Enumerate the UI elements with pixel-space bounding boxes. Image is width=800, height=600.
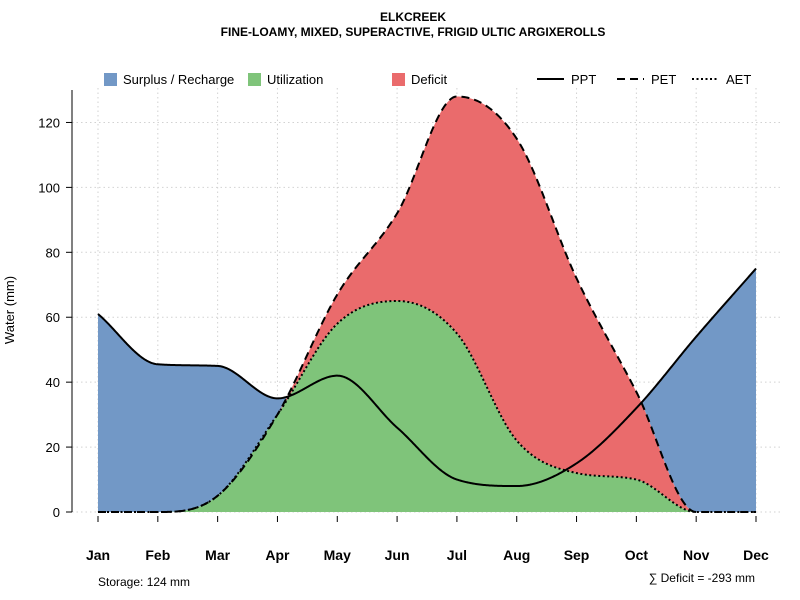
- areas: [98, 96, 756, 513]
- surplus-area: [642, 268, 756, 512]
- legend-label: Surplus / Recharge: [123, 72, 234, 87]
- y-tick-label: 60: [46, 310, 60, 325]
- legend-swatch: [248, 73, 261, 86]
- x-tick-label: Dec: [743, 547, 769, 563]
- x-tick-label: Jul: [447, 547, 467, 563]
- x-tick-label: Aug: [503, 547, 530, 563]
- x-tick-label: May: [324, 547, 351, 563]
- storage-note: Storage: 124 mm: [98, 575, 190, 589]
- y-tick-label: 40: [46, 375, 60, 390]
- y-tick-label: 100: [38, 180, 60, 195]
- utilization-area: [98, 301, 756, 512]
- deficit-area: [98, 96, 756, 513]
- legend-label: AET: [726, 72, 751, 87]
- x-tick-label: Sep: [564, 547, 590, 563]
- chart-title: ELKCREEK: [380, 10, 446, 24]
- series-lines: [97, 95, 757, 513]
- x-tick-label: Feb: [145, 547, 170, 563]
- x-tick-label: Jun: [385, 547, 410, 563]
- surplus-area: [98, 313, 287, 512]
- axes: 0 20 40 60 80 100 120 Jan Feb Mar Apr May Jun Jul Aug S…: [38, 90, 769, 563]
- series-line-ppt: [97, 267, 757, 488]
- x-tick-label: Nov: [683, 547, 710, 563]
- x-tick-label: Mar: [205, 547, 230, 563]
- y-tick-label: 0: [53, 505, 60, 520]
- legend-label: PPT: [571, 72, 596, 87]
- y-tick-label: 80: [46, 245, 60, 260]
- legend-swatch: [104, 73, 117, 86]
- series-line-pet: [98, 95, 756, 513]
- legend: Surplus / Recharge Utilization Deficit PPT P…: [104, 72, 751, 87]
- y-tick-label: 120: [38, 115, 60, 130]
- legend-swatch: [392, 73, 405, 86]
- legend-label: Utilization: [267, 72, 323, 87]
- chart-subtitle: FINE-LOAMY, MIXED, SUPERACTIVE, FRIGID U…: [221, 25, 606, 39]
- y-axis-label: Water (mm): [2, 276, 17, 344]
- x-tick-label: Jan: [86, 547, 110, 563]
- x-tick-label: Apr: [265, 547, 290, 563]
- legend-label: PET: [651, 72, 676, 87]
- x-tick-label: Oct: [625, 547, 649, 563]
- y-tick-label: 20: [46, 440, 60, 455]
- legend-label: Deficit: [411, 72, 448, 87]
- deficit-note: ∑ Deficit = -293 mm: [649, 571, 755, 585]
